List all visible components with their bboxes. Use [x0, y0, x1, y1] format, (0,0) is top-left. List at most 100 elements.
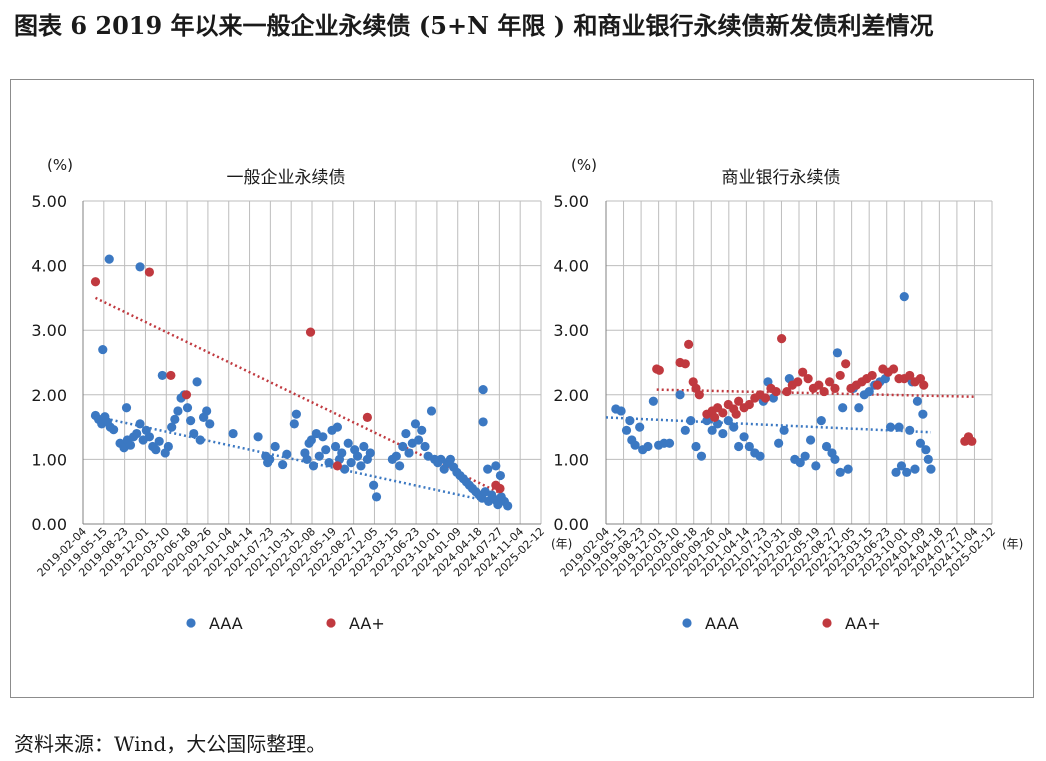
point-aaplus	[819, 386, 829, 397]
point-aaa	[132, 428, 142, 439]
y-tick-label: 1.00	[31, 450, 67, 469]
point-aaa	[675, 390, 685, 400]
legend-marker-2	[822, 618, 832, 628]
x-unit-label: (年)	[1002, 537, 1023, 551]
point-aaplus	[919, 380, 929, 390]
point-aaa	[413, 435, 424, 445]
point-aaa	[253, 432, 263, 442]
point-aaa	[332, 422, 342, 432]
point-aaa	[832, 348, 843, 358]
point-aaa	[391, 451, 401, 461]
point-aaa	[915, 438, 926, 448]
point-aaa	[289, 419, 299, 429]
point-aaa	[838, 403, 848, 413]
y-unit-label: (%)	[47, 156, 73, 174]
point-aaa	[821, 441, 832, 452]
point-aaa	[800, 451, 810, 461]
point-aaa	[352, 451, 363, 461]
point-aaa	[356, 461, 366, 471]
point-aaa	[630, 440, 640, 450]
point-aaplus	[814, 380, 824, 390]
point-aaa	[805, 435, 816, 445]
chart-panel-1: 一般企业永续债(%)0.001.002.003.004.005.002019-0…	[31, 156, 572, 633]
point-aaa	[135, 419, 145, 429]
point-aaplus	[841, 359, 851, 369]
point-aaa	[774, 438, 784, 448]
point-aaa	[830, 454, 840, 464]
point-aaa	[173, 406, 183, 416]
point-aaplus	[332, 461, 342, 471]
trendline-aaa	[90, 414, 505, 506]
point-aaplus	[684, 339, 694, 350]
legend-marker-1	[682, 618, 692, 628]
point-aaa	[905, 425, 915, 435]
trendline-aaa	[605, 416, 931, 434]
point-aaplus	[362, 412, 372, 423]
point-aaplus	[305, 327, 316, 337]
point-aaplus	[830, 383, 840, 393]
point-aaa	[121, 403, 132, 413]
point-aaa	[734, 441, 744, 452]
point-aaplus	[793, 377, 803, 387]
point-aaplus	[867, 370, 877, 381]
y-tick-label: 3.00	[31, 321, 67, 340]
point-aaa	[923, 454, 933, 464]
point-aaa	[306, 435, 316, 445]
y-tick-label: 5.00	[31, 192, 67, 211]
point-aaa	[417, 425, 427, 435]
point-aaa	[104, 254, 114, 264]
point-aaa	[495, 470, 506, 481]
point-aaa	[478, 385, 488, 395]
point-aaa	[314, 451, 324, 461]
y-tick-label: 0.00	[553, 515, 589, 534]
point-aaa	[195, 435, 205, 445]
point-aaplus	[835, 370, 845, 381]
point-aaa	[265, 454, 275, 464]
point-aaplus	[654, 365, 664, 375]
point-aaa	[167, 422, 177, 432]
point-aaa	[621, 425, 632, 435]
point-aaa	[729, 422, 739, 432]
point-aaa	[648, 396, 658, 406]
point-aaa	[491, 461, 501, 471]
point-aaa	[330, 441, 341, 452]
point-aaplus	[694, 390, 704, 400]
point-aaa	[343, 438, 353, 448]
point-aaa	[723, 416, 733, 426]
point-aaplus	[905, 370, 915, 381]
point-aaplus	[181, 390, 192, 400]
point-aaa	[125, 440, 136, 450]
point-aaplus	[734, 396, 744, 406]
figure-title: 图表 6 2019 年以来一般企业永续债 (5+N 年限 ) 和商业银行永续债新…	[14, 11, 934, 40]
point-aaa	[702, 416, 712, 426]
point-aaa	[503, 501, 513, 511]
point-aaa	[371, 492, 382, 502]
point-aaa	[918, 409, 928, 419]
point-aaa	[664, 438, 675, 448]
y-tick-label: 4.00	[553, 257, 589, 276]
point-aaa	[398, 441, 408, 452]
y-tick-label: 5.00	[553, 192, 589, 211]
point-aaa	[163, 441, 173, 452]
point-aaa	[109, 425, 119, 435]
point-aaa	[755, 451, 765, 461]
point-aaa	[365, 448, 375, 458]
y-tick-label: 2.00	[553, 386, 589, 405]
point-aaa	[337, 448, 347, 458]
point-aaa	[205, 419, 215, 429]
point-aaplus	[718, 408, 728, 418]
point-aaa	[885, 422, 896, 432]
point-aaa	[891, 467, 901, 477]
point-aaa	[483, 464, 493, 474]
point-aaa	[318, 432, 328, 442]
point-aaa	[739, 432, 749, 442]
point-aaa	[410, 419, 421, 429]
point-aaa	[404, 448, 414, 458]
y-tick-label: 4.00	[31, 257, 67, 276]
point-aaplus	[680, 359, 690, 369]
point-aaa	[680, 425, 690, 435]
chart-panel-2: 商业银行永续债(%)0.001.002.003.004.005.002019-0…	[553, 156, 1023, 633]
point-aaa	[643, 441, 653, 452]
point-aaa	[346, 458, 356, 468]
point-aaa	[625, 416, 635, 426]
